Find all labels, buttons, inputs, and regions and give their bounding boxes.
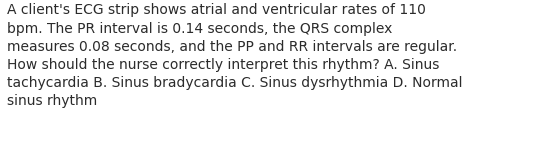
Text: A client's ECG strip shows atrial and ventricular rates of 110
bpm. The PR inter: A client's ECG strip shows atrial and ve… bbox=[7, 3, 462, 108]
